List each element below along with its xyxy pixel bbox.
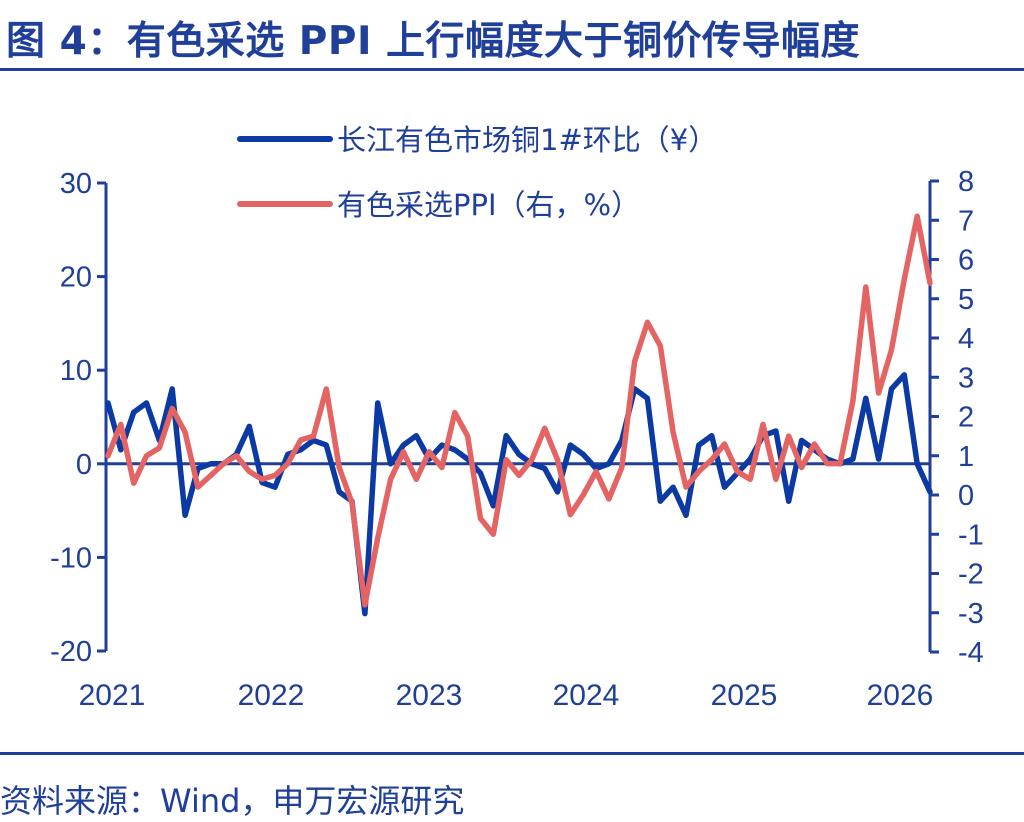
right-tick-label: -4 — [958, 637, 984, 669]
left-tick-label: 20 — [60, 262, 92, 294]
right-tick-label: 7 — [958, 205, 974, 237]
footer-rule — [0, 752, 1024, 755]
right-tick-label: 0 — [958, 480, 974, 512]
x-tick-label: 2022 — [238, 679, 305, 712]
left-tick-label: 30 — [60, 168, 92, 200]
x-tick-label: 2025 — [711, 679, 778, 712]
left-tick-label: -20 — [50, 636, 92, 668]
source-note: 资料来源：Wind，申万宏源研究 — [0, 782, 465, 820]
chart-legend: 长江有色市场铜1#环比（¥） 有色采选PPI（右，%） — [237, 123, 717, 222]
right-tick-label: 8 — [958, 166, 974, 198]
left-tick-label: 0 — [76, 449, 92, 481]
right-tick-label: 3 — [958, 362, 974, 394]
right-tick-label: 4 — [958, 323, 974, 355]
x-tick-label: 2024 — [553, 679, 620, 712]
legend-label-ppi: 有色采选PPI（右，%） — [337, 188, 640, 222]
series-line-copper — [105, 372, 933, 617]
chart-series — [105, 213, 933, 617]
x-tick-label: 2023 — [396, 679, 463, 712]
title-rule — [0, 68, 1024, 71]
left-tick-label: -10 — [50, 542, 92, 574]
right-tick-label: 5 — [958, 284, 974, 316]
right-tick-label: 1 — [958, 441, 974, 473]
right-tick-label: 2 — [958, 402, 974, 434]
legend-label-copper: 长江有色市场铜1#环比（¥） — [337, 123, 717, 157]
chart-title: 图 4：有色采选 PPI 上行幅度大于铜价传导幅度 — [6, 19, 861, 64]
right-tick-label: -3 — [958, 598, 984, 630]
x-tick-label: 2021 — [79, 679, 146, 712]
left-tick-label: 10 — [60, 355, 92, 387]
x-tick-label: 2026 — [867, 679, 934, 712]
right-tick-label: 6 — [958, 245, 974, 277]
series-line-ppi — [105, 213, 933, 608]
right-tick-label: -2 — [958, 559, 984, 591]
right-tick-label: -1 — [958, 519, 984, 551]
